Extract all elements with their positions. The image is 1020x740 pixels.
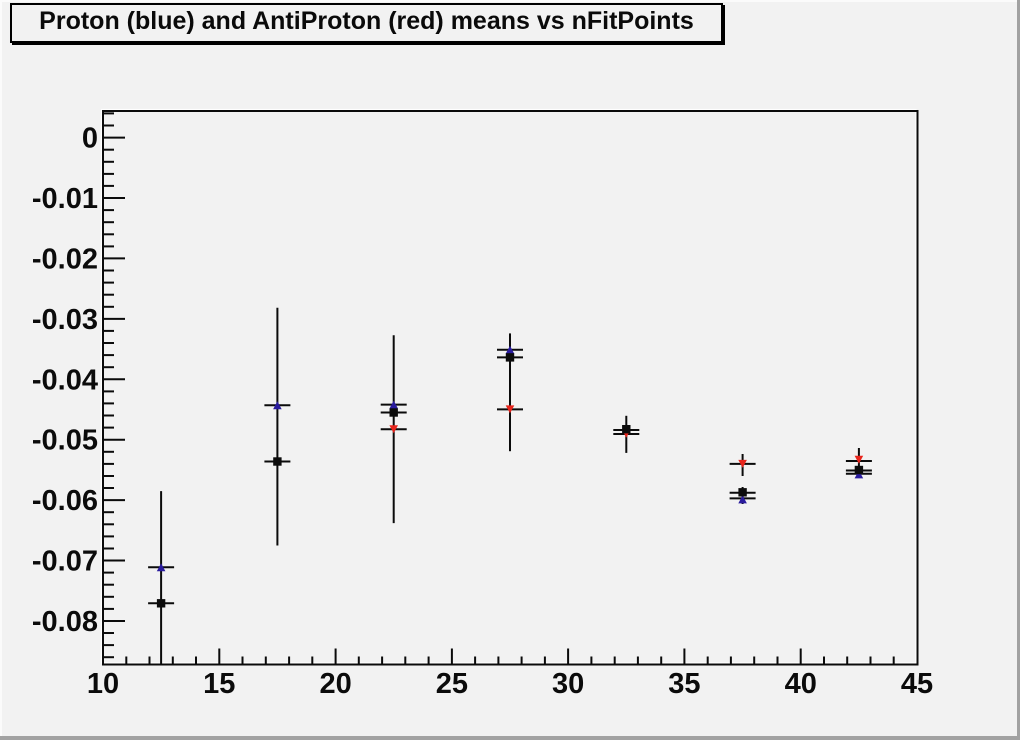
svg-text:35: 35 [668, 668, 700, 700]
svg-text:15: 15 [203, 668, 235, 700]
svg-text:40: 40 [785, 668, 817, 700]
svg-text:-0.02: -0.02 [32, 243, 98, 275]
svg-text:-0.05: -0.05 [32, 425, 98, 457]
svg-text:-0.01: -0.01 [32, 183, 98, 215]
svg-text:-0.03: -0.03 [32, 304, 98, 336]
svg-text:-0.07: -0.07 [32, 546, 98, 578]
svg-text:-0.06: -0.06 [32, 485, 98, 517]
svg-text:-0.08: -0.08 [32, 606, 98, 638]
svg-text:45: 45 [901, 668, 933, 700]
svg-text:20: 20 [319, 668, 351, 700]
svg-text:30: 30 [552, 668, 584, 700]
svg-text:0: 0 [82, 123, 98, 155]
svg-text:10: 10 [87, 668, 119, 700]
svg-text:-0.04: -0.04 [32, 364, 98, 396]
svg-text:25: 25 [436, 668, 468, 700]
